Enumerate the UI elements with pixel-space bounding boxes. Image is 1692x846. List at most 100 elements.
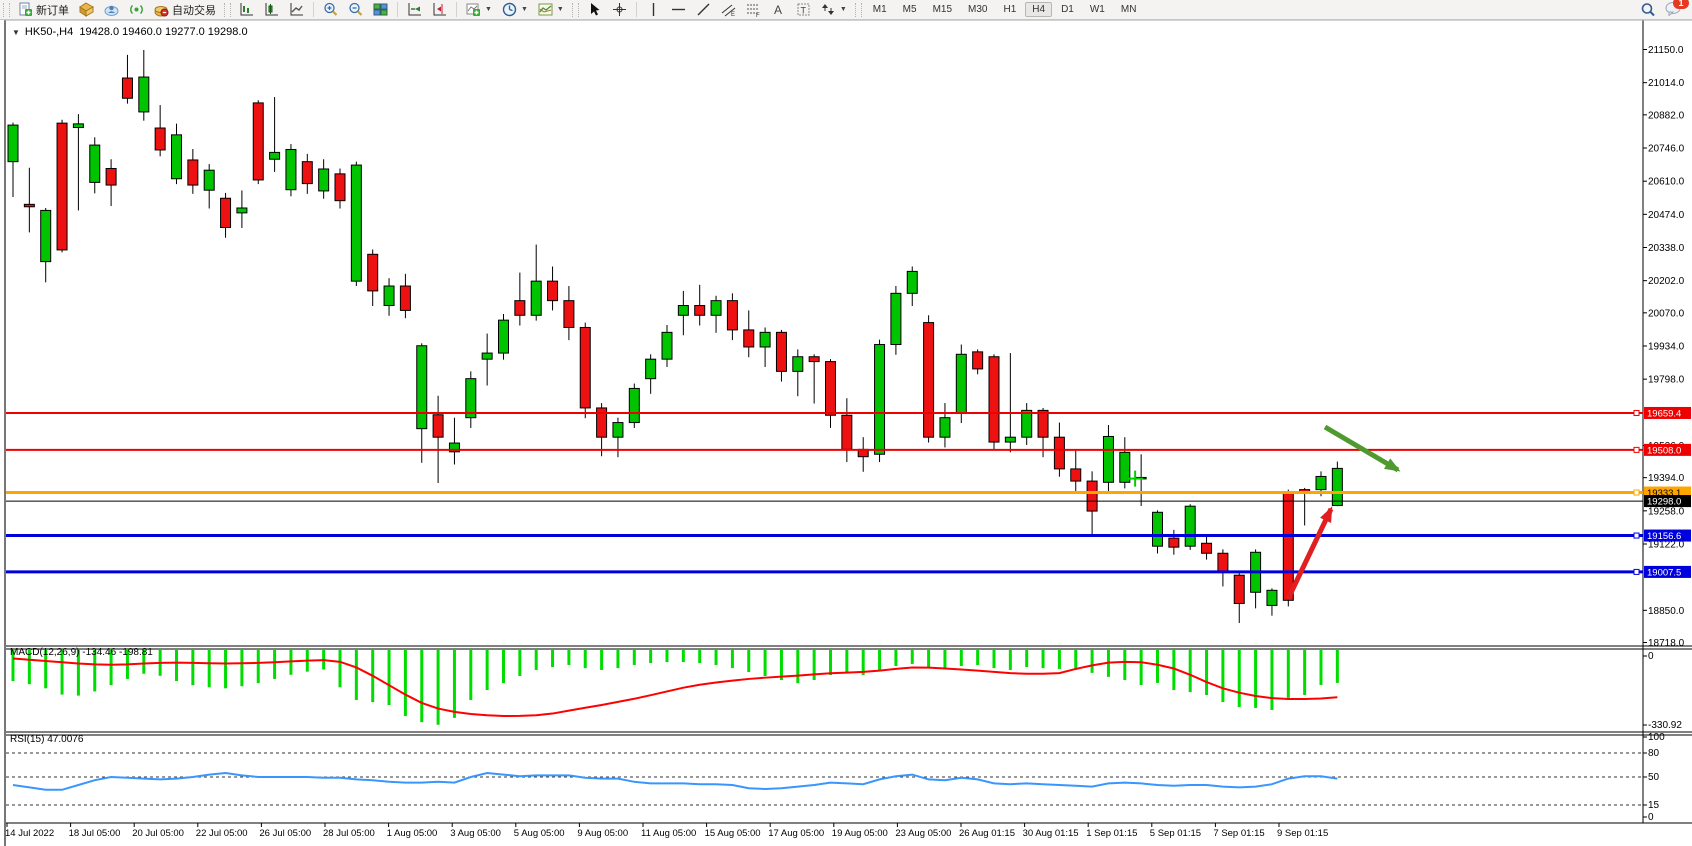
styles-button[interactable] — [74, 0, 99, 19]
candle-body — [432, 414, 444, 438]
candle-body — [1021, 409, 1033, 438]
chart-ohlc-values: 19428.0 19460.0 19277.0 19298.0 — [79, 26, 248, 38]
timeframe-d1[interactable]: D1 — [1061, 4, 1074, 15]
toolbar-grip[interactable] — [854, 2, 862, 17]
candle-body — [465, 378, 477, 419]
candle-body — [318, 168, 330, 192]
text-label-tool-button[interactable]: T — [791, 0, 816, 19]
level-label-box — [1644, 529, 1691, 542]
indicators-button[interactable]: ▼ — [461, 0, 497, 19]
periods-button[interactable]: ▼ — [497, 0, 533, 19]
vline-tool-button[interactable] — [641, 0, 666, 19]
candle-body — [187, 159, 199, 186]
toolbar-grip[interactable] — [571, 2, 579, 17]
red-up-arrow-head — [1320, 506, 1333, 523]
chart-collapse-caret[interactable]: ▼ — [12, 28, 20, 37]
channel-tool-button[interactable]: E — [716, 0, 741, 19]
hline-tool-button[interactable] — [666, 0, 691, 19]
zoom-in-button[interactable] — [318, 0, 343, 19]
timeframe-w1[interactable]: W1 — [1089, 4, 1105, 15]
crosshair-icon — [612, 2, 627, 17]
candle-body — [1266, 589, 1278, 606]
zoom-out-button[interactable] — [343, 0, 368, 19]
trendline-tool-button[interactable] — [691, 0, 716, 19]
bar-chart-button[interactable] — [234, 0, 259, 19]
green-down-arrow — [1323, 424, 1400, 473]
tile-windows-button[interactable] — [368, 0, 393, 19]
cloud-user-icon — [104, 2, 119, 17]
price-tick-label: 20610.0 — [1648, 177, 1685, 188]
notifications-button[interactable]: 1 — [1665, 0, 1689, 19]
candle-body — [1282, 493, 1294, 601]
level-label-box — [1644, 565, 1691, 578]
time-label: 5 Sep 01:15 — [1150, 828, 1201, 839]
new-order-button[interactable]: 新订单 — [13, 0, 74, 20]
text-label-icon: T — [796, 2, 811, 17]
level-label: 19333.1 — [1647, 488, 1681, 499]
candle-body — [1184, 505, 1196, 547]
rsi-axis-label: 0 — [1648, 812, 1654, 823]
chart-title-row: ▼ HK50-,H4 19428.0 19460.0 19277.0 19298.… — [12, 26, 248, 38]
price-tick-label: 21150.0 — [1648, 45, 1684, 56]
chart-canvas[interactable]: 21150.0 21014.0 20882.0 20746.0 20610.0 20474… — [0, 20, 1692, 846]
cursor-icon — [587, 2, 602, 17]
toolbar-grip[interactable] — [3, 2, 10, 17]
zoom-out-icon — [348, 2, 363, 17]
candle-body — [1070, 468, 1082, 482]
time-label: 7 Sep 01:15 — [1213, 828, 1264, 839]
profile-button[interactable] — [99, 0, 124, 19]
candle-body — [350, 164, 362, 282]
candle-body — [383, 285, 395, 307]
chart-shift-button[interactable] — [427, 0, 452, 19]
price-tick-label: 19122.0 — [1648, 539, 1685, 550]
text-tool-button[interactable]: A — [766, 0, 791, 19]
candle-body — [874, 344, 886, 455]
candle-body — [563, 300, 575, 328]
timeframe-m1[interactable]: M1 — [872, 4, 887, 15]
gold-box-icon — [79, 2, 95, 17]
candle-body — [154, 127, 166, 151]
candle-body — [1119, 451, 1131, 483]
svg-text:E: E — [731, 12, 735, 17]
timeframe-m5[interactable]: M5 — [902, 4, 917, 15]
candle-body — [236, 207, 248, 214]
rsi-line — [12, 771, 1338, 791]
candle-body — [612, 422, 624, 438]
price-tick-label: 19798.0 — [1648, 375, 1685, 386]
autoscroll-button[interactable] — [402, 0, 427, 19]
price-tick-label: 20746.0 — [1648, 144, 1685, 155]
time-label: 22 Jul 05:00 — [196, 828, 248, 839]
candle-body — [939, 417, 951, 438]
level-label: 19659.4 — [1647, 408, 1681, 419]
candle-chart-button[interactable] — [259, 0, 284, 19]
signal-button[interactable] — [124, 0, 149, 19]
fibonacci-tool-button[interactable]: F — [741, 0, 766, 19]
timeframe-m30[interactable]: M30 — [968, 4, 988, 15]
arrows-tool-button[interactable]: ▼ — [816, 0, 852, 19]
timeframe-h4[interactable]: H4 — [1025, 2, 1053, 17]
search-icon[interactable] — [1640, 2, 1655, 17]
line-chart-button[interactable] — [284, 0, 309, 19]
candle-body — [23, 203, 35, 208]
chart-window[interactable]: 21150.0 21014.0 20882.0 20746.0 20610.0 20474… — [0, 20, 1692, 846]
candle-body — [89, 144, 101, 183]
time-label: 11 Aug 05:00 — [641, 828, 696, 839]
templates-button[interactable]: ▼ — [533, 0, 569, 19]
candle-body — [1086, 480, 1098, 512]
level-label: 19298.0 — [1647, 497, 1681, 508]
autotrade-button[interactable]: 自动交易 — [149, 0, 221, 20]
timeframe-mn[interactable]: MN — [1120, 4, 1137, 15]
candle-body — [628, 387, 640, 424]
candle-body — [334, 173, 346, 202]
time-label: 23 Aug 05:00 — [895, 828, 951, 839]
timeframe-h1[interactable]: H1 — [1003, 4, 1017, 15]
cursor-button[interactable] — [582, 0, 607, 19]
candle-body — [710, 300, 722, 316]
crosshair-button[interactable] — [607, 0, 632, 19]
toolbar-grip[interactable] — [224, 2, 231, 17]
time-label: 28 Jul 05:00 — [323, 828, 375, 839]
level-label: 19007.5 — [1647, 567, 1681, 578]
candle-body — [726, 300, 738, 331]
candle-body — [1201, 542, 1213, 554]
timeframe-m15[interactable]: M15 — [932, 4, 953, 15]
